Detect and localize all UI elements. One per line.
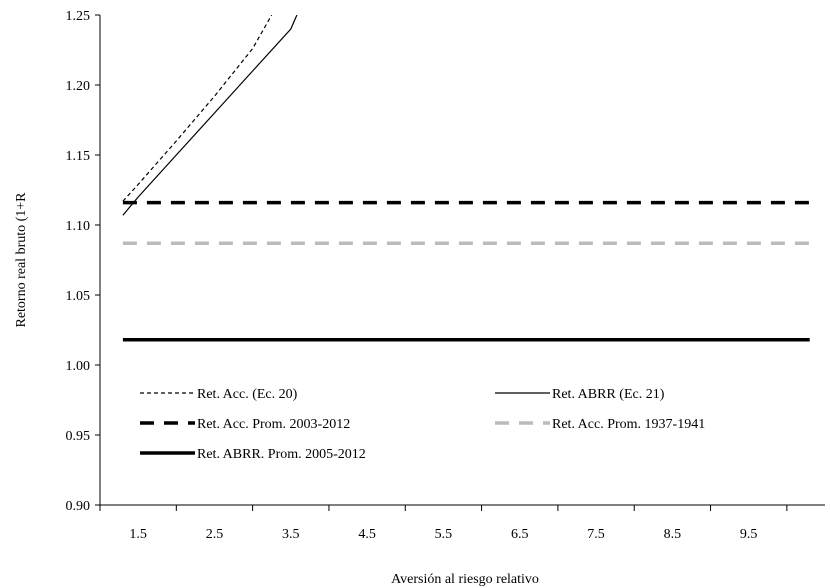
y-tick-label: 1.15 xyxy=(66,149,91,164)
x-tick-label: 9.5 xyxy=(740,527,758,542)
y-tick-label: 1.00 xyxy=(66,359,91,374)
legend: Ret. Acc. (Ec. 20) Ret. ABRR (Ec. 21) Ret.… xyxy=(140,387,705,462)
legend-label-4: Ret. Acc. Prom. 1937-1941 xyxy=(552,417,705,432)
y-tick-label: 0.95 xyxy=(66,429,91,444)
axes: 0.90 0.95 1.00 1.05 1.10 1.15 1.20 1.25 1.5 2.5 3.… xyxy=(66,9,825,542)
series-line-1 xyxy=(122,15,273,202)
y-tick-label: 0.90 xyxy=(66,499,91,514)
x-tick-label: 7.5 xyxy=(587,527,605,542)
legend-label-2: Ret. ABRR (Ec. 21) xyxy=(552,387,665,402)
x-tick-label: 3.5 xyxy=(282,527,300,542)
x-tick-label: 2.5 xyxy=(206,527,224,542)
x-tick-label: 5.5 xyxy=(435,527,453,542)
legend-label-5: Ret. ABRR. Prom. 2005-2012 xyxy=(197,447,366,462)
y-axis-title: Retorno real bruto (1+R xyxy=(14,192,29,328)
series-line-2 xyxy=(122,15,298,216)
legend-label-3: Ret. Acc. Prom. 2003-2012 xyxy=(197,417,350,432)
y-tick-label: 1.25 xyxy=(66,9,91,24)
x-tick-label: 4.5 xyxy=(358,527,376,542)
series-layer xyxy=(122,15,810,342)
x-tick-label: 6.5 xyxy=(511,527,529,542)
legend-label-1: Ret. Acc. (Ec. 20) xyxy=(197,387,298,402)
y-tick-label: 1.10 xyxy=(66,219,91,234)
y-tick-label: 1.05 xyxy=(66,289,91,304)
y-tick-label: 1.20 xyxy=(66,79,91,94)
x-tick-label: 8.5 xyxy=(664,527,682,542)
x-tick-label: 1.5 xyxy=(129,527,147,542)
x-axis-title: Aversión al riesgo relativo xyxy=(391,572,539,587)
